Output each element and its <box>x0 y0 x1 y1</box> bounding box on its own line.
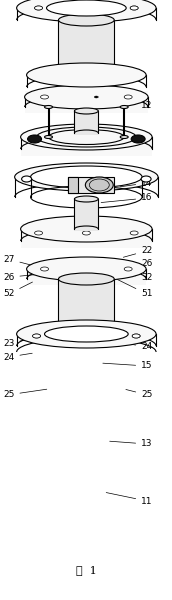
Text: 24: 24 <box>127 342 152 351</box>
Text: 13: 13 <box>110 439 153 449</box>
Text: 23: 23 <box>3 338 29 347</box>
Ellipse shape <box>120 136 128 139</box>
Ellipse shape <box>28 135 42 143</box>
Polygon shape <box>68 177 78 193</box>
Polygon shape <box>58 276 114 337</box>
Ellipse shape <box>15 163 158 191</box>
Ellipse shape <box>132 334 140 338</box>
Text: 12: 12 <box>113 100 153 109</box>
Text: 32: 32 <box>115 272 153 281</box>
Ellipse shape <box>17 0 156 22</box>
Ellipse shape <box>35 6 42 10</box>
Ellipse shape <box>27 63 146 87</box>
Text: 24: 24 <box>3 352 32 361</box>
Text: 16: 16 <box>101 193 153 203</box>
Text: 51: 51 <box>113 277 153 298</box>
Ellipse shape <box>45 326 128 342</box>
Ellipse shape <box>124 95 132 99</box>
Ellipse shape <box>45 136 52 139</box>
Ellipse shape <box>130 6 138 10</box>
Text: 25: 25 <box>3 389 47 400</box>
Ellipse shape <box>25 85 148 109</box>
Ellipse shape <box>46 0 126 16</box>
Ellipse shape <box>27 257 146 281</box>
Ellipse shape <box>58 273 114 285</box>
Ellipse shape <box>35 231 42 235</box>
Polygon shape <box>21 223 152 247</box>
Text: 27: 27 <box>3 254 36 266</box>
Ellipse shape <box>94 96 98 98</box>
Ellipse shape <box>58 14 114 26</box>
Ellipse shape <box>45 106 52 109</box>
Text: 26: 26 <box>127 259 153 269</box>
Ellipse shape <box>33 334 41 338</box>
Ellipse shape <box>74 108 98 114</box>
Polygon shape <box>68 177 114 193</box>
Text: 26: 26 <box>3 272 49 281</box>
Text: 11: 11 <box>106 493 153 505</box>
Ellipse shape <box>130 6 138 10</box>
Polygon shape <box>74 197 98 230</box>
Ellipse shape <box>120 106 128 109</box>
Ellipse shape <box>131 135 145 143</box>
Ellipse shape <box>124 267 132 271</box>
Polygon shape <box>21 130 152 155</box>
Ellipse shape <box>35 6 42 10</box>
Ellipse shape <box>21 216 152 242</box>
Ellipse shape <box>74 196 98 202</box>
Ellipse shape <box>22 176 32 182</box>
Ellipse shape <box>85 177 113 193</box>
Polygon shape <box>27 263 146 285</box>
Ellipse shape <box>17 320 156 348</box>
Text: 14: 14 <box>120 179 153 187</box>
Ellipse shape <box>21 124 152 150</box>
Ellipse shape <box>82 231 90 235</box>
Ellipse shape <box>31 166 142 188</box>
Ellipse shape <box>33 334 41 338</box>
Ellipse shape <box>41 267 49 271</box>
Text: 21: 21 <box>120 330 153 340</box>
Text: 22: 22 <box>123 246 152 257</box>
Ellipse shape <box>141 176 151 182</box>
Ellipse shape <box>41 95 49 99</box>
Polygon shape <box>74 109 98 134</box>
Text: 图  1: 图 1 <box>76 565 97 575</box>
Ellipse shape <box>130 231 138 235</box>
Polygon shape <box>58 17 114 78</box>
Text: 25: 25 <box>126 389 153 400</box>
Text: 52: 52 <box>3 282 33 298</box>
Ellipse shape <box>132 334 140 338</box>
Polygon shape <box>25 91 148 113</box>
Text: 15: 15 <box>103 361 153 370</box>
